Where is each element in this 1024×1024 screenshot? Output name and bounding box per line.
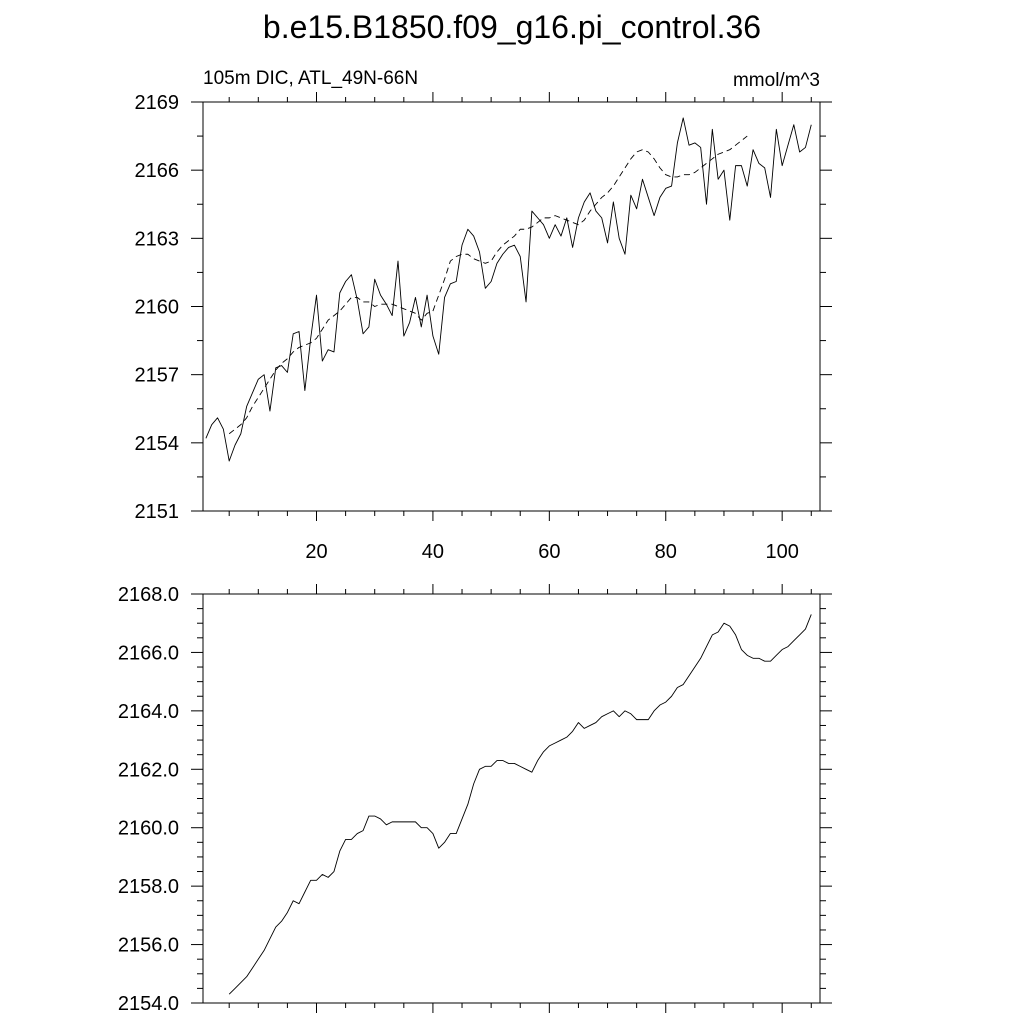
top-y-tick-label: 2157 [135,365,180,387]
bottom-y-tick-label: 2162.0 [118,759,179,781]
top-x-tick-label: 60 [538,541,560,563]
bottom-y-tick-label: 2154.0 [118,993,179,1015]
figure-title: b.e15.B1850.f09_g16.pi_control.36 [263,9,761,45]
subtitle-right: mmol/m^3 [733,70,820,91]
top-x-tick-label: 100 [765,541,798,563]
top-y-tick-label: 2169 [135,92,180,114]
top-series-dashed-line [228,135,748,435]
bottom-y-tick-label: 2166.0 [118,642,179,664]
bottom-y-tick-label: 2156.0 [118,935,179,957]
bottom-y-tick-label: 2164.0 [118,701,179,723]
bottom-plot-frame [202,593,821,1004]
bottom-panel-chart: 2154.0 2156.0 2158.0 2160.0 2162.0 2164.0 2166… [118,584,832,1015]
top-panel-chart: 20 40 60 80 100 2151 2154 2157 2160 2163 2166 2169 [135,92,832,563]
bottom-y-tick-label: 2168.0 [118,584,179,606]
bottom-y-tick-label: 2160.0 [118,818,179,840]
top-y-tick-label: 2154 [135,433,180,455]
bottom-series-solid-line [228,614,812,995]
top-y-tick-label: 2151 [135,501,180,523]
top-y-tick-label: 2166 [135,160,180,182]
top-series-solid-line [205,117,812,462]
bottom-y-tick-label: 2158.0 [118,876,179,898]
top-plot-frame [202,101,821,512]
subtitle-left: 105m DIC, ATL_49N-66N [203,68,418,89]
top-x-tick-label: 80 [655,541,677,563]
top-x-tick-label: 40 [422,541,444,563]
top-y-tick-label: 2160 [135,297,180,319]
top-x-tick-label: 20 [305,541,327,563]
top-y-tick-label: 2163 [135,228,180,250]
